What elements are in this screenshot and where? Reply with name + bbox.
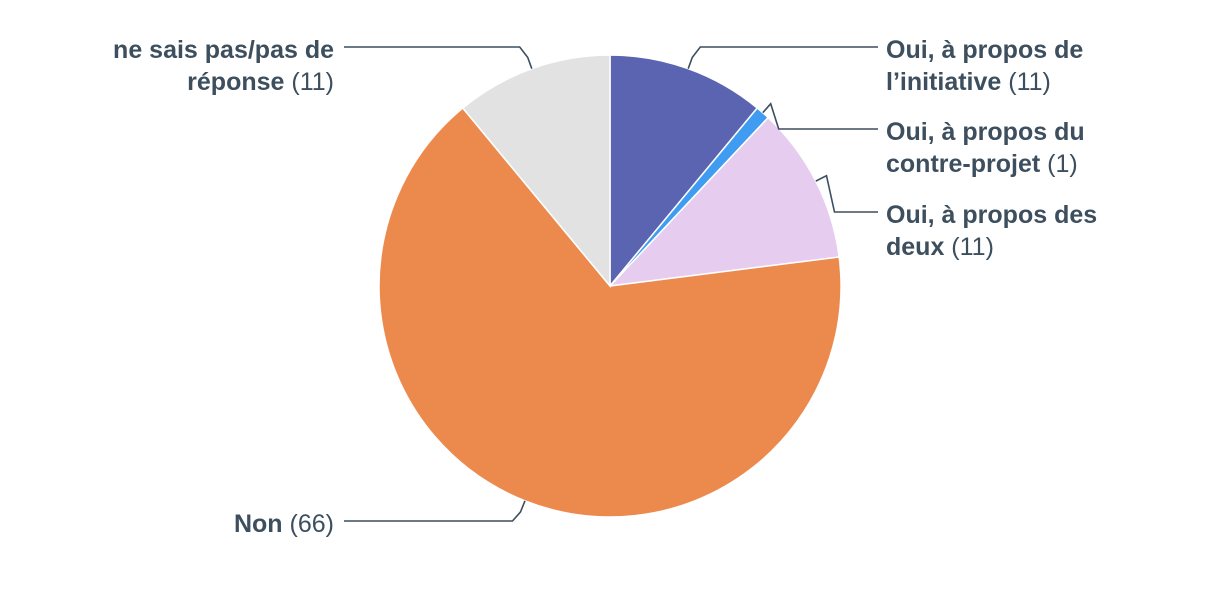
slice-label-name: Oui, à propos de xyxy=(886,36,1083,64)
pie-slice xyxy=(378,106,842,518)
pie-slice xyxy=(461,54,611,289)
leader-lines xyxy=(344,46,878,522)
slice-label-line: Oui, à propos des xyxy=(886,201,1097,229)
slice-label-line: l’initiative (11) xyxy=(886,68,1051,96)
slice-label-name: ne sais pas/pas de xyxy=(113,36,334,64)
slice-count: (1) xyxy=(1040,150,1078,178)
leader-line xyxy=(815,174,878,213)
slice-label-name: l’initiative xyxy=(886,68,1001,96)
slice-label-name: Oui, à propos du xyxy=(886,118,1085,146)
slice-label-line: Oui, à propos du xyxy=(886,118,1085,146)
pie-slice xyxy=(609,54,759,289)
pie-slices xyxy=(378,54,842,518)
slice-label-line: Non (66) xyxy=(234,510,334,538)
slice-label-name: Non xyxy=(234,510,283,538)
leader-line xyxy=(762,102,878,130)
slice-label-name: Oui, à propos des xyxy=(886,201,1097,229)
leader-line xyxy=(344,500,526,522)
slice-label: ne sais pas/pas de réponse (11) xyxy=(113,36,334,96)
slice-label: Non (66) xyxy=(234,510,334,538)
slice-label-line: ne sais pas/pas de xyxy=(113,36,334,64)
slice-label-name: deux xyxy=(886,233,944,261)
slice-label: Oui, à propos du contre-projet (1) xyxy=(886,118,1085,178)
slice-count: (66) xyxy=(283,510,334,538)
slice-label-line: contre-projet (1) xyxy=(886,150,1078,178)
slice-label-line: réponse (11) xyxy=(187,68,334,96)
pie-slice xyxy=(608,116,841,288)
slice-count: (11) xyxy=(1001,68,1051,96)
slice-label-name: contre-projet xyxy=(886,150,1041,178)
slice-count: (11) xyxy=(284,68,334,96)
slice-count: (11) xyxy=(944,233,994,261)
slice-label-name: réponse xyxy=(187,68,284,96)
leader-line xyxy=(687,46,878,69)
leader-line xyxy=(344,46,533,69)
slice-label: Oui, à propos des deux (11) xyxy=(886,201,1097,261)
slice-label-line: Oui, à propos de xyxy=(886,36,1083,64)
slice-label: Oui, à propos de l’initiative (11) xyxy=(886,36,1083,96)
slice-labels: Oui, à propos de l’initiative (11)Oui, à … xyxy=(113,36,1097,538)
slice-label-line: deux (11) xyxy=(886,233,994,261)
